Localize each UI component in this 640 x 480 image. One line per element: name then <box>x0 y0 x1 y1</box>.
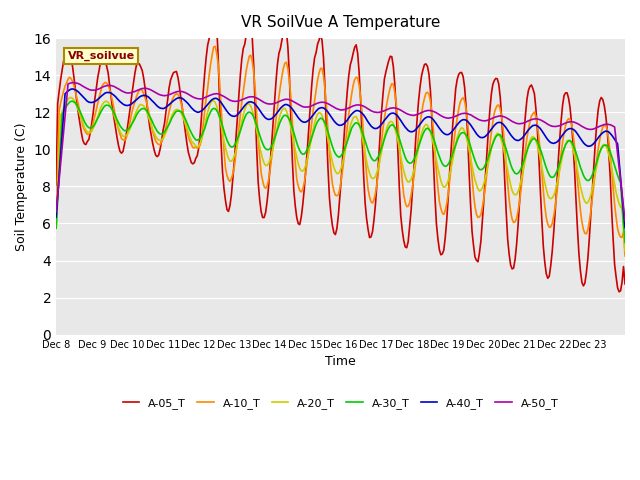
A-10_T <box>621 253 629 259</box>
A-50_T <box>544 121 552 127</box>
Text: VR_soilvue: VR_soilvue <box>68 51 134 61</box>
A-20_T <box>346 123 354 129</box>
A-30_T <box>346 129 354 135</box>
A-05_T <box>621 281 629 287</box>
A-30_T <box>68 98 76 104</box>
A-30_T <box>73 103 81 108</box>
A-40_T <box>346 113 354 119</box>
A-05_T <box>210 4 218 10</box>
A-50_T <box>70 80 78 85</box>
A-20_T <box>91 122 99 128</box>
Line: A-20_T: A-20_T <box>56 97 625 251</box>
A-10_T <box>460 95 467 101</box>
A-20_T <box>52 226 60 231</box>
A-10_T <box>90 119 97 125</box>
A-40_T <box>52 214 60 220</box>
A-40_T <box>618 192 626 198</box>
A-30_T <box>618 200 626 206</box>
A-40_T <box>91 98 99 104</box>
A-50_T <box>460 110 467 116</box>
A-50_T <box>73 80 81 86</box>
A-10_T <box>211 44 219 49</box>
A-05_T <box>52 182 60 188</box>
A-50_T <box>346 104 354 110</box>
A-05_T <box>72 87 79 93</box>
A-50_T <box>621 217 629 223</box>
A-30_T <box>544 169 552 175</box>
A-20_T <box>67 95 75 100</box>
Line: A-50_T: A-50_T <box>56 83 625 220</box>
A-05_T <box>615 289 623 295</box>
A-30_T <box>91 121 99 127</box>
A-30_T <box>52 225 60 231</box>
A-05_T <box>346 62 354 68</box>
A-40_T <box>73 88 81 94</box>
A-10_T <box>618 235 626 240</box>
A-50_T <box>52 209 60 215</box>
Line: A-05_T: A-05_T <box>56 7 625 292</box>
A-20_T <box>621 248 629 254</box>
Y-axis label: Soil Temperature (C): Soil Temperature (C) <box>15 122 28 251</box>
A-05_T <box>620 264 627 269</box>
A-05_T <box>544 276 552 281</box>
A-10_T <box>72 89 79 95</box>
Line: A-30_T: A-30_T <box>56 101 625 242</box>
A-05_T <box>460 73 467 79</box>
A-40_T <box>621 225 629 230</box>
A-40_T <box>68 86 76 92</box>
A-40_T <box>544 137 552 143</box>
A-40_T <box>460 117 467 122</box>
A-05_T <box>90 109 97 115</box>
A-30_T <box>621 240 629 245</box>
A-30_T <box>460 130 467 135</box>
X-axis label: Time: Time <box>325 355 356 368</box>
Title: VR SoilVue A Temperature: VR SoilVue A Temperature <box>241 15 440 30</box>
Legend: A-05_T, A-10_T, A-20_T, A-30_T, A-40_T, A-50_T: A-05_T, A-10_T, A-20_T, A-30_T, A-40_T, … <box>118 394 563 413</box>
A-20_T <box>544 192 552 198</box>
A-20_T <box>618 205 626 211</box>
A-10_T <box>346 101 354 107</box>
A-10_T <box>52 224 60 229</box>
A-20_T <box>460 126 467 132</box>
A-50_T <box>618 191 626 197</box>
Line: A-10_T: A-10_T <box>56 47 625 256</box>
Line: A-40_T: A-40_T <box>56 89 625 228</box>
A-50_T <box>91 87 99 93</box>
A-10_T <box>544 221 552 227</box>
A-20_T <box>73 104 81 109</box>
